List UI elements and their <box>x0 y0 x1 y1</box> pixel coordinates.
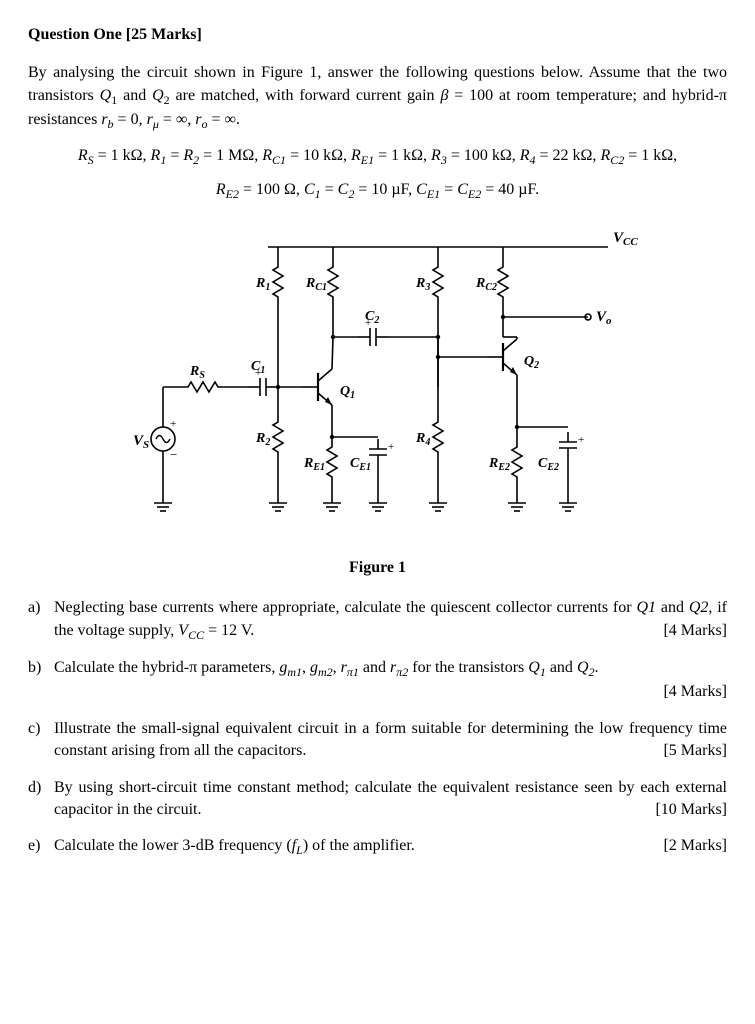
qb-c2: , <box>333 659 341 676</box>
qa-vcc: VCC <box>178 622 204 639</box>
question-a: a) Neglecting base currents where approp… <box>28 597 727 643</box>
svg-text:Q2: Q2 <box>524 354 539 371</box>
qa-marks: [4 Marks] <box>663 620 727 642</box>
qe-texta: Calculate the lower 3-dB frequency ( <box>54 837 292 854</box>
svg-text:VS: VS <box>133 433 149 451</box>
q-letter-b: b) <box>28 657 54 703</box>
svg-text:RE1: RE1 <box>303 456 325 473</box>
q-body-b: Calculate the hybrid-π parameters, gm1, … <box>54 657 727 703</box>
and1: and <box>117 87 152 104</box>
svg-text:R4: R4 <box>415 431 430 448</box>
qb-q1: Q1 <box>528 659 546 676</box>
rmu-eq: = ∞, <box>159 111 195 128</box>
svg-text:RS: RS <box>189 364 205 381</box>
svg-text:−: − <box>170 447 177 462</box>
qa-text: Neglecting base currents where appropria… <box>54 599 636 616</box>
q-body-a: Neglecting base currents where appropria… <box>54 597 727 643</box>
q-letter-a: a) <box>28 597 54 643</box>
qe-textb: ) of the amplifier. <box>303 837 415 854</box>
q-letter-c: c) <box>28 718 54 763</box>
svg-text:CE2: CE2 <box>538 456 559 473</box>
svg-text:R3: R3 <box>415 276 430 293</box>
q-body-e: Calculate the lower 3-dB frequency (fL) … <box>54 835 727 859</box>
svg-text:R2: R2 <box>255 431 270 448</box>
qb-text: Calculate the hybrid-π parameters, <box>54 659 279 676</box>
qd-text: By using short-circuit time constant met… <box>54 779 727 818</box>
q-body-d: By using short-circuit time constant met… <box>54 777 727 822</box>
qe-fl: fL <box>292 837 303 854</box>
question-c: c) Illustrate the small-signal equivalen… <box>28 718 727 763</box>
qb-p2: gm2 <box>310 659 333 676</box>
qc-marks: [5 Marks] <box>663 740 727 762</box>
qd-marks: [10 Marks] <box>655 799 727 821</box>
sym-q1: Q <box>100 87 112 104</box>
qe-marks: [2 Marks] <box>663 835 727 857</box>
question-d: d) By using short-circuit time constant … <box>28 777 727 822</box>
question-e: e) Calculate the lower 3-dB frequency (f… <box>28 835 727 859</box>
question-b: b) Calculate the hybrid-π parameters, gm… <box>28 657 727 703</box>
qc-text: Illustrate the small-signal equivalent c… <box>54 720 727 759</box>
qa-and: and <box>656 599 689 616</box>
qa-q2: Q2 <box>689 599 709 616</box>
qa-q1: Q1 <box>636 599 656 616</box>
question-title: Question One [25 Marks] <box>28 24 727 46</box>
ro-eq: = ∞. <box>208 111 240 128</box>
svg-text:CE1: CE1 <box>350 456 371 473</box>
intro-paragraph: By analysing the circuit shown in Figure… <box>28 62 727 132</box>
given-values-row1: RS = 1 kΩ, R1 = R2 = 1 MΩ, RC1 = 10 kΩ, … <box>28 145 727 169</box>
svg-text:RC1: RC1 <box>305 276 327 293</box>
qa-eq: = 12 V. <box>204 622 254 639</box>
qb-marks: [4 Marks] <box>663 681 727 703</box>
q-letter-d: d) <box>28 777 54 822</box>
circuit-svg: + + VCC R1 <box>118 217 638 547</box>
qb-textb: for the transistors <box>408 659 528 676</box>
qb-c1: , <box>302 659 310 676</box>
svg-text:Q1: Q1 <box>340 384 355 401</box>
qb-p1: gm1 <box>279 659 302 676</box>
svg-text:RE2: RE2 <box>488 456 510 473</box>
svg-text:Vo: Vo <box>596 309 612 327</box>
q-body-c: Illustrate the small-signal equivalent c… <box>54 718 727 763</box>
qb-and: and <box>546 659 577 676</box>
sym-q2: Q <box>152 87 164 104</box>
svg-text:VCC: VCC <box>613 230 638 248</box>
svg-text:+: + <box>170 418 176 430</box>
q-letter-e: e) <box>28 835 54 859</box>
given-values-row2: RE2 = 100 Ω, C1 = C2 = 10 µF, CE1 = CE2 … <box>28 179 727 203</box>
intro-text2: are matched, with forward current gain <box>170 87 441 104</box>
qb-dot: . <box>595 659 599 676</box>
qb-p3: rπ1 <box>341 659 359 676</box>
qb-q2: Q2 <box>577 659 595 676</box>
figure-label: Figure 1 <box>28 557 727 579</box>
svg-text:C1: C1 <box>251 359 265 376</box>
qb-p4: rπ2 <box>390 659 408 676</box>
svg-text:R1: R1 <box>255 276 270 293</box>
qb-c3: and <box>359 659 390 676</box>
svg-text:C2: C2 <box>365 309 379 326</box>
rb-eq: = 0, <box>114 111 147 128</box>
circuit-figure: + + VCC R1 <box>28 217 727 547</box>
svg-text:RC2: RC2 <box>475 276 497 293</box>
